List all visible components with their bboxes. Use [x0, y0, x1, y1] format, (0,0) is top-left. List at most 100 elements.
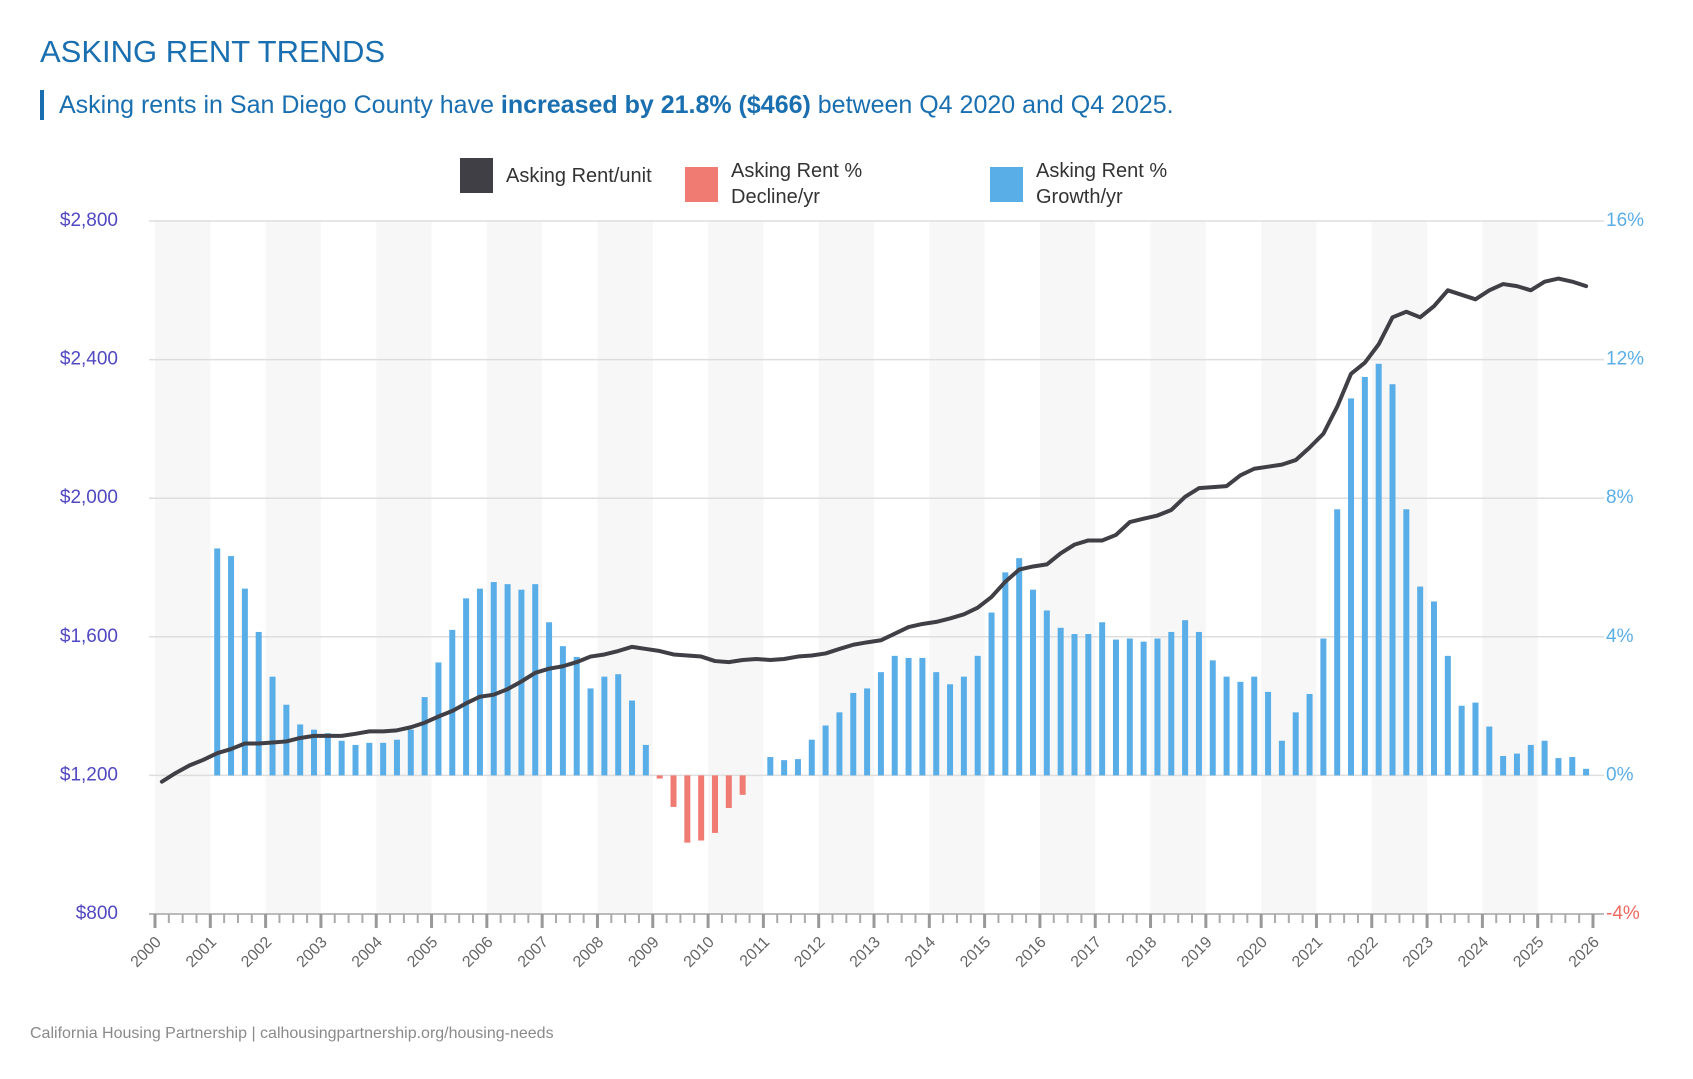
subtitle-text: Asking rents in San Diego County have [59, 91, 501, 119]
bar [1251, 676, 1258, 776]
bar [629, 700, 636, 776]
x-tick-label: 2015 [957, 934, 994, 971]
bar [974, 655, 981, 776]
year-band [265, 221, 321, 914]
bar [1375, 363, 1382, 776]
bar [573, 656, 580, 776]
bar [1002, 572, 1009, 776]
bar [615, 674, 622, 776]
bar [352, 744, 359, 776]
x-tick-label: 2000 [128, 934, 165, 971]
bar [1458, 705, 1465, 776]
subtitle-emphasis: increased by 21.8% ($466) [500, 91, 811, 119]
bar [1348, 398, 1355, 776]
bar [877, 672, 884, 776]
x-tick-label: 2009 [625, 934, 662, 971]
y-tick-label: $2,400 [60, 349, 118, 370]
bar [1513, 753, 1520, 776]
x-tick-label: 2004 [349, 934, 386, 971]
bar [1043, 610, 1050, 776]
bar [947, 684, 954, 776]
bar [670, 775, 677, 807]
line [159, 276, 1589, 784]
legend-swatch [460, 158, 493, 193]
bar [1016, 558, 1023, 776]
bar [214, 548, 221, 776]
bar [988, 612, 995, 776]
bar [1500, 755, 1507, 776]
bar [1417, 586, 1424, 776]
bar [546, 622, 553, 776]
bar [1320, 638, 1327, 776]
x-tick-label: 2019 [1178, 934, 1215, 971]
bar [1265, 691, 1272, 776]
bar [933, 672, 940, 776]
x-tick-label: 2020 [1234, 934, 1271, 971]
x-tick-label: 2026 [1566, 934, 1603, 971]
legend-item: Asking Rent/unit [460, 158, 656, 193]
bar [684, 775, 691, 843]
bar [532, 584, 539, 776]
bar [1541, 740, 1548, 776]
bar [1237, 681, 1244, 776]
bar [698, 775, 705, 841]
year-band [1482, 221, 1538, 914]
bar [656, 775, 663, 779]
year-band [486, 221, 543, 914]
bar [1306, 693, 1313, 776]
y-tick-label: $2,800 [60, 210, 118, 231]
bar [864, 688, 871, 776]
legend-swatch [990, 166, 1023, 202]
bar [1195, 631, 1202, 776]
x-tick-label: 2014 [902, 934, 939, 971]
x-tick-label: 2002 [238, 934, 275, 971]
bar [559, 646, 566, 776]
bar [1486, 726, 1493, 776]
bar [228, 556, 235, 776]
bar [380, 742, 387, 776]
bar [269, 676, 276, 776]
x-tick-label: 2022 [1344, 934, 1381, 971]
bar [725, 775, 732, 808]
bar [421, 697, 428, 776]
bar [891, 655, 898, 776]
bar [255, 631, 262, 776]
year-band [818, 221, 874, 914]
x-tick-label: 2023 [1400, 934, 1437, 971]
y2-tick-label: 16% [1606, 210, 1644, 231]
bar [781, 760, 788, 776]
x-tick-label: 2013 [847, 934, 884, 971]
bar [767, 757, 774, 776]
x-tick-label: 2017 [1068, 934, 1105, 971]
bar [1292, 712, 1299, 776]
year-band [1261, 221, 1317, 914]
legend-swatch [685, 166, 718, 202]
bar [1444, 655, 1451, 776]
x-tick-label: 2008 [570, 934, 607, 971]
bar [836, 712, 843, 776]
x-tick-label: 2006 [459, 934, 496, 971]
bar [808, 739, 815, 776]
year-band [929, 221, 985, 914]
bar [601, 676, 608, 776]
x-tick-label: 2001 [183, 934, 220, 971]
legend-label: Asking Rent % Growth/yr [1036, 160, 1168, 208]
bar [297, 724, 304, 776]
bar [905, 657, 912, 776]
bar [919, 657, 926, 776]
year-band [155, 221, 211, 914]
x-tick-label: 2003 [294, 934, 331, 971]
chart-subtitle: Asking rents in San Diego County have in… [40, 90, 1174, 120]
bar [1334, 509, 1341, 776]
bar [1583, 768, 1590, 776]
year-band [597, 221, 653, 914]
y-tick-label: $800 [76, 903, 118, 924]
bar [1389, 384, 1396, 776]
subtitle-text: between Q4 2020 and Q4 2025. [810, 91, 1174, 119]
x-tick-label: 2024 [1455, 934, 1492, 971]
bar [1071, 634, 1078, 776]
bar [366, 742, 373, 776]
bar [1555, 758, 1562, 776]
bar [1209, 660, 1216, 776]
